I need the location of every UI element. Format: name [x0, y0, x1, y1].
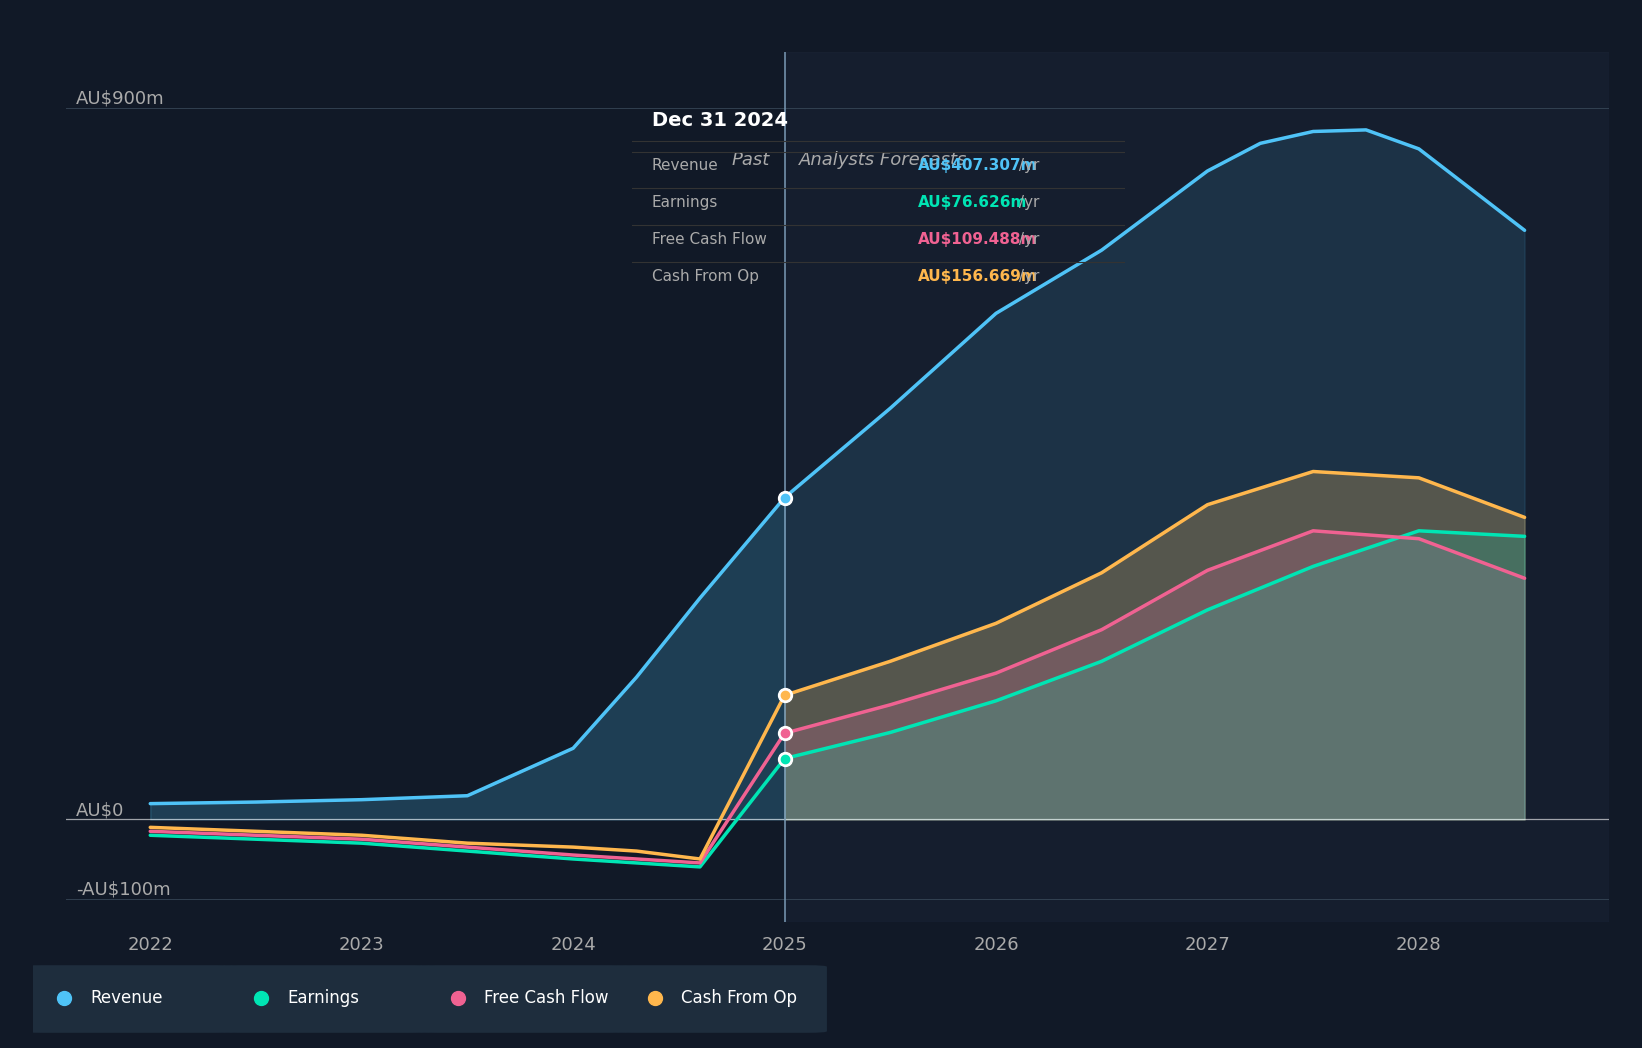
FancyBboxPatch shape	[614, 965, 828, 1033]
Text: Analysts Forecasts: Analysts Forecasts	[800, 151, 967, 169]
Text: Revenue: Revenue	[90, 989, 163, 1007]
Text: AU$0: AU$0	[76, 802, 125, 820]
Text: /yr: /yr	[1015, 232, 1039, 247]
Text: AU$109.488m: AU$109.488m	[918, 232, 1038, 247]
Text: AU$407.307m: AU$407.307m	[918, 158, 1038, 173]
Text: Earnings: Earnings	[652, 195, 718, 211]
Text: AU$156.669m: AU$156.669m	[918, 268, 1038, 284]
Text: Earnings: Earnings	[287, 989, 360, 1007]
Text: /yr: /yr	[1015, 268, 1039, 284]
Bar	[785, 52, 1609, 922]
Text: AU$900m: AU$900m	[76, 90, 164, 108]
Text: -AU$100m: -AU$100m	[76, 880, 171, 898]
Text: Past: Past	[731, 151, 770, 169]
Text: /yr: /yr	[1015, 195, 1039, 211]
Text: Cash From Op: Cash From Op	[681, 989, 796, 1007]
Text: AU$76.626m: AU$76.626m	[918, 195, 1028, 211]
FancyBboxPatch shape	[417, 965, 631, 1033]
Text: Revenue: Revenue	[652, 158, 719, 173]
Text: /yr: /yr	[1015, 158, 1039, 173]
FancyBboxPatch shape	[23, 965, 236, 1033]
Text: Dec 31 2024: Dec 31 2024	[652, 111, 788, 130]
FancyBboxPatch shape	[220, 965, 433, 1033]
Text: Free Cash Flow: Free Cash Flow	[484, 989, 609, 1007]
Text: Cash From Op: Cash From Op	[652, 268, 759, 284]
Text: Free Cash Flow: Free Cash Flow	[652, 232, 767, 247]
